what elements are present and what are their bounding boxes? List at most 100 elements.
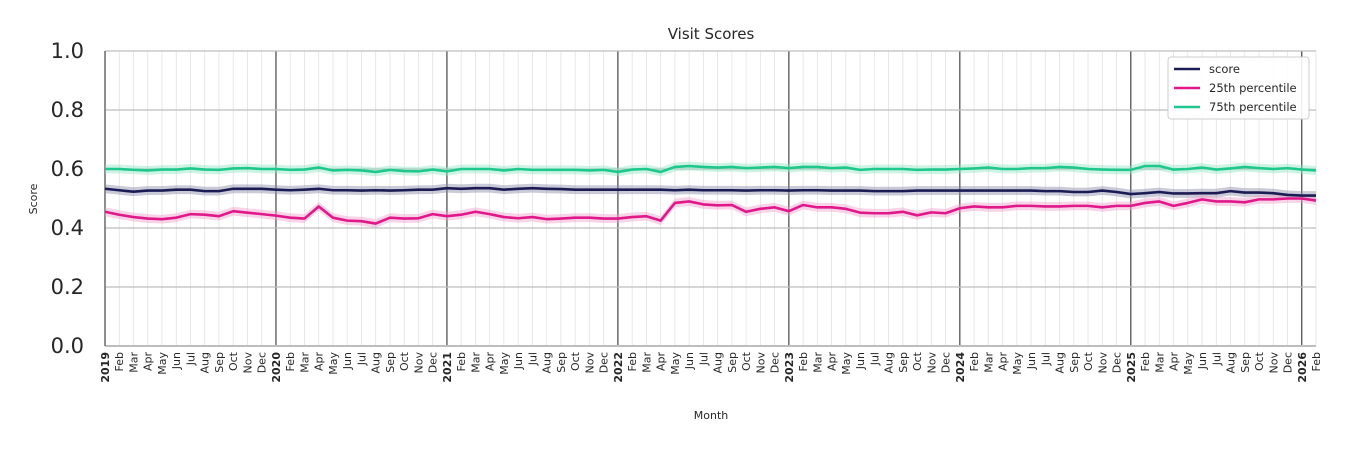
x-tick-year: 2026 [1296,352,1309,383]
x-tick-month: Dec [940,352,953,373]
x-tick-month: Mar [640,352,653,373]
series-line-1 [104,197,1317,225]
x-tick-month: Apr [484,352,497,372]
y-tick-label: 0.6 [51,157,84,181]
legend-label: score [1209,62,1240,76]
x-tick-month: Feb [968,352,981,371]
x-tick-month: Jul [868,352,881,366]
x-tick-year: 2023 [783,352,796,383]
x-tick-month: Dec [769,352,782,373]
x-tick-month: Jun [512,352,525,370]
x-tick-year: 2025 [1125,352,1138,383]
x-axis-label: Month [694,409,729,422]
x-tick-month: Mar [469,352,482,373]
y-tick-label: 0.0 [51,334,84,358]
x-tick-month: Aug [541,352,554,373]
x-tick-month: Feb [284,352,297,371]
x-tick-year: 2021 [441,352,454,383]
x-tick-month: Jun [854,352,867,370]
x-tick-month: Oct [398,351,411,371]
x-tick-month: Jul [1039,352,1052,366]
x-tick-month: Sep [1239,352,1252,373]
y-axis-label: Score [27,183,40,214]
x-tick-month: Jun [170,352,183,370]
series-line-2 [105,164,1317,174]
x-tick-month: Feb [797,352,810,371]
x-tick-month: Jul [1210,352,1223,366]
x-tick-month: Aug [883,352,896,373]
chart-title: Visit Scores [668,25,755,43]
confidence-band-0 [105,183,1316,200]
x-tick-month: May [1182,352,1195,375]
x-tick-month: Jul [526,352,539,366]
x-tick-month: Nov [925,352,938,374]
x-tick-month: Mar [982,352,995,373]
x-tick-month: Jul [355,352,368,366]
legend-box [1167,56,1310,120]
x-tick-month: Mar [811,352,824,373]
x-tick-month: Nov [412,352,425,374]
x-tick-month: Nov [241,352,254,374]
x-tick-month: Aug [370,352,383,373]
x-tick-month: Mar [1153,352,1166,373]
series-line-0 [104,186,1316,197]
x-tick-month: Oct [911,351,924,371]
x-tick-year: 2019 [99,352,112,383]
x-tick-month: Aug [199,352,212,373]
x-tick-month: Mar [298,352,311,373]
x-tick-month: Aug [712,352,725,373]
x-tick-month: Feb [1310,352,1323,371]
y-tick-label: 0.2 [51,275,84,299]
x-tick-month: Oct [1253,351,1266,371]
x-tick-month: Nov [583,352,596,374]
x-tick-month: Nov [1096,352,1109,374]
x-tick-month: May [156,352,169,375]
x-tick-month: May [327,352,340,375]
x-tick-year: 2020 [270,352,283,383]
x-tick-month: Apr [313,352,326,372]
x-tick-month: Dec [256,352,269,373]
y-tick-label: 0.4 [51,216,84,240]
confidence-band-2 [105,161,1316,177]
x-tick-month: Sep [726,352,739,373]
x-tick-month: Nov [1267,352,1280,374]
x-tick-month: Apr [997,352,1010,372]
x-tick-month: May [498,352,511,375]
x-tick-month: Apr [1168,352,1181,372]
y-tick-label: 0.8 [51,98,84,122]
confidence-band-1 [105,194,1316,228]
x-tick-month: Dec [1282,352,1295,373]
legend-label: 25th percentile [1209,81,1297,95]
legend: score 25th percentile 75th percentile [1167,56,1310,120]
x-tick-month: Jul [697,352,710,366]
x-tick-month: Feb [455,352,468,371]
x-tick-month: May [840,352,853,375]
x-tick-month: Sep [213,352,226,373]
x-tick-month: Sep [384,352,397,373]
x-tick-month: Aug [1054,352,1067,373]
x-tick-month: Sep [897,352,910,373]
x-tick-month: Mar [127,352,140,373]
x-tick-year: 2024 [954,352,967,383]
x-tick-month: May [669,352,682,375]
x-tick-month: Oct [569,351,582,371]
x-tick-month: Dec [598,352,611,373]
x-tick-month: Jun [341,352,354,370]
x-tick-month: Dec [1111,352,1124,373]
x-tick-month: Jun [683,352,696,370]
x-tick-month: Nov [754,352,767,374]
y-tick-label: 1.0 [51,39,84,63]
x-tick-month: Oct [1082,351,1095,371]
x-tick-month: Jun [1196,352,1209,370]
x-tick-year: 2022 [612,352,625,383]
x-tick-month: Oct [227,351,240,371]
x-tick-month: Apr [655,352,668,372]
x-tick-month: Aug [1225,352,1238,373]
x-tick-month: Jun [1025,352,1038,370]
x-tick-month: Sep [555,352,568,373]
x-tick-month: Apr [142,352,155,372]
x-tick-month: Feb [113,352,126,371]
x-tick-month: Sep [1068,352,1081,373]
x-tick-month: Jul [184,352,197,366]
